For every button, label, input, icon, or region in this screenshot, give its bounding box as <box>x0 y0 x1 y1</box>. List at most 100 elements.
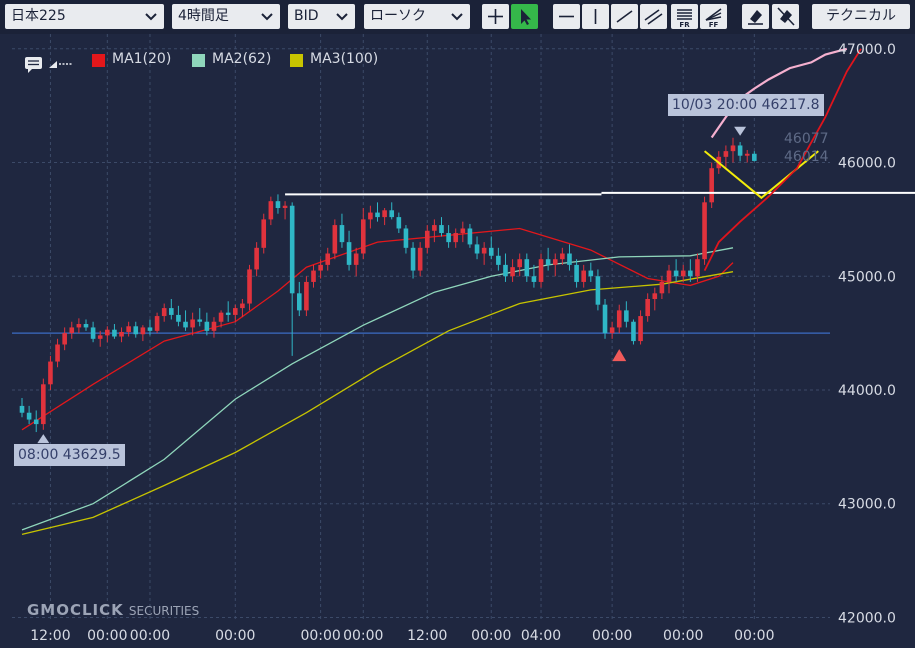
candle-body <box>325 253 331 265</box>
current-price-label-2: 46014 <box>784 149 829 165</box>
eraser-all-button[interactable] <box>772 4 799 29</box>
ma2-swatch <box>192 54 205 67</box>
candle-body <box>26 412 32 420</box>
candle-body <box>695 259 700 277</box>
candle-body <box>360 219 366 254</box>
ma1-swatch <box>92 54 105 67</box>
candle-body <box>161 308 167 317</box>
ma-line-3 <box>21 271 734 536</box>
ma3-swatch <box>290 54 303 67</box>
candle-body <box>55 344 60 362</box>
technical-button[interactable]: テクニカル <box>812 4 910 29</box>
candle-body <box>382 210 387 218</box>
candle-body <box>176 314 181 322</box>
candle-body <box>346 242 352 265</box>
candle-body <box>432 225 437 231</box>
crosshair-button[interactable] <box>482 4 509 29</box>
candle-body <box>602 304 608 334</box>
x-tick-label: 00:00 <box>343 628 383 644</box>
trend-line-icon <box>616 10 633 23</box>
candle-body <box>574 264 579 282</box>
timeframe-select[interactable]: 4時間足 <box>172 4 280 29</box>
chart-style-select-value: ローソク <box>370 8 426 24</box>
x-tick-label: 00:00 <box>734 628 774 644</box>
candle-body <box>105 329 110 336</box>
horizontal-line-button[interactable] <box>553 4 580 29</box>
ma3-label: MA3(100) <box>310 51 379 67</box>
candle-body <box>296 293 302 311</box>
candle-body <box>645 298 650 317</box>
candle-body <box>33 419 39 425</box>
candle-body <box>204 321 210 331</box>
candle-body <box>439 225 444 234</box>
candle-body <box>240 303 245 309</box>
candle-body <box>552 259 558 265</box>
buy-signal-arrow <box>612 349 627 362</box>
x-tick-label: 04:00 <box>521 628 561 644</box>
candle-body <box>254 247 259 270</box>
candle-body <box>453 233 459 243</box>
channel-button[interactable] <box>640 4 667 29</box>
candle-body <box>524 259 530 277</box>
collapse-legend-icon[interactable] <box>48 56 74 70</box>
candle-body <box>311 270 316 282</box>
high-price-tooltip: 10/03 20:00 46217.8 <box>668 94 824 116</box>
candle-body <box>424 230 430 248</box>
fibonacci-retracement-button[interactable]: FR <box>671 4 698 29</box>
horizontal-line-icon <box>559 15 574 18</box>
candle-body <box>133 326 139 335</box>
fibonacci-fan-button[interactable]: FF <box>700 4 727 29</box>
vertical-line-button[interactable] <box>582 4 609 29</box>
symbol-select[interactable]: 日本225 <box>5 4 164 29</box>
trend-line-button[interactable] <box>611 4 638 29</box>
yellow-v-annotation <box>703 150 819 200</box>
candle-body <box>737 145 743 156</box>
candle-body <box>538 259 544 282</box>
current-price-label-1: 46077 <box>784 131 829 147</box>
candle-body <box>375 212 380 218</box>
y-tick-label: 43000.0 <box>838 497 896 513</box>
chart-style-select[interactable]: ローソク <box>364 4 470 29</box>
low-marker <box>37 434 50 444</box>
x-tick-label: 00:00 <box>87 628 127 644</box>
timeframe-select-value: 4時間足 <box>178 8 229 24</box>
candle-body <box>233 308 238 315</box>
vertical-line-icon <box>594 9 597 24</box>
svg-text:FR: FR <box>679 21 690 29</box>
candle-body <box>460 228 466 234</box>
candle-body <box>261 219 267 248</box>
channel-icon <box>644 9 663 25</box>
candle-body <box>417 247 423 271</box>
toolbar: 日本225 4時間足 BID ローソク <box>0 0 915 34</box>
cursor-button[interactable] <box>511 4 538 29</box>
candle-body <box>680 270 686 277</box>
x-tick-label: 00:00 <box>663 628 703 644</box>
y-tick-label: 45000.0 <box>838 269 896 285</box>
symbol-select-value: 日本225 <box>11 8 66 24</box>
low-price-tooltip: 08:00 43629.5 <box>14 444 125 466</box>
candle-body <box>666 270 672 282</box>
x-tick-label: 00:00 <box>471 628 511 644</box>
candle-body <box>510 267 515 277</box>
candle-body <box>119 331 124 337</box>
svg-text:FF: FF <box>709 21 719 29</box>
candle-body <box>496 255 501 265</box>
candle-body <box>147 327 153 331</box>
candle-body <box>90 327 96 339</box>
eraser-button[interactable] <box>742 4 769 29</box>
y-tick-label: 46000.0 <box>838 156 896 172</box>
cursor-icon <box>521 9 531 25</box>
candle-body <box>517 259 522 268</box>
candle-body <box>581 270 586 282</box>
y-tick-label: 47000.0 <box>838 42 896 58</box>
candle-body <box>595 276 601 305</box>
price-type-select-value: BID <box>294 8 319 24</box>
candle-body <box>140 327 146 335</box>
candle-body <box>190 319 195 328</box>
candle-body <box>503 264 508 277</box>
logo-main: GMOCLICK <box>27 601 124 619</box>
comment-icon[interactable] <box>24 56 44 74</box>
price-type-select[interactable]: BID <box>288 4 355 29</box>
candle-body <box>545 259 551 265</box>
